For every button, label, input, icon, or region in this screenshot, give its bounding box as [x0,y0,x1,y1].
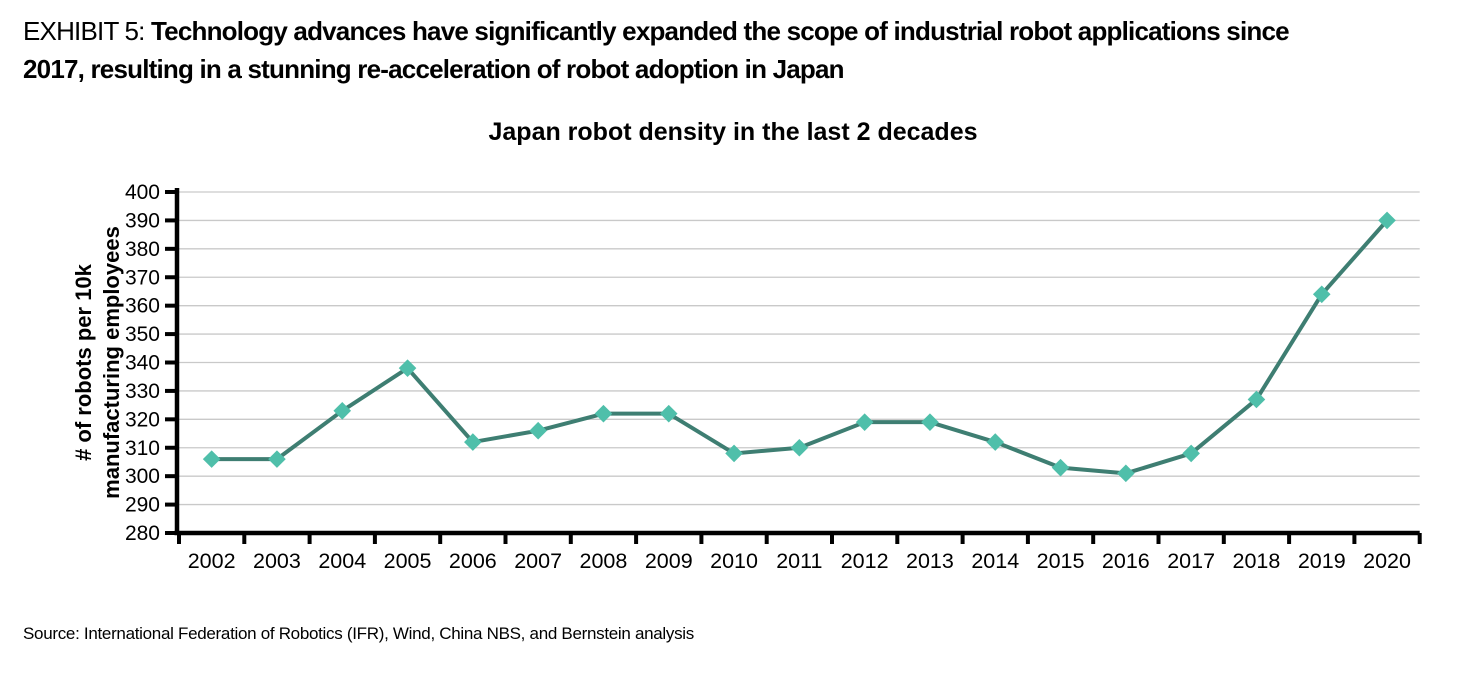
x-tick-label: 2008 [580,549,628,573]
data-point-2003 [268,450,286,468]
data-point-2007 [529,421,547,440]
x-tick-label: 2005 [384,549,432,573]
data-point-2005 [398,359,417,377]
y-tick-label: 350 [125,323,160,346]
y-tick-label: 360 [125,295,160,318]
y-tick-label: 340 [125,352,160,375]
data-point-2013 [921,413,939,431]
y-tick-label: 320 [125,408,160,431]
data-point-2011 [790,438,809,457]
x-tick-label: 2011 [776,549,822,573]
y-tick-label: 330 [125,380,160,403]
x-tick-label: 2010 [710,549,758,573]
data-point-2012 [855,413,874,431]
x-tick-label: 2006 [449,549,497,573]
series-line [209,218,1390,476]
x-tick-label: 2018 [1233,549,1281,573]
x-tick-label: 2016 [1102,549,1150,573]
data-point-2004 [333,402,352,420]
x-tick-label: 2003 [253,549,301,573]
data-point-2006 [464,433,482,451]
data-point-2010 [725,444,743,463]
x-tick-label: 2004 [318,549,366,573]
data-point-2015 [1051,458,1070,477]
y-axis-title-line1: # of robots per 10k [71,263,96,461]
y-axis-title-line2: manufacturing employees [99,226,124,499]
exhibit-label: EXHIBIT 5: [23,16,145,46]
x-tick-label: 2017 [1167,549,1215,573]
y-tick-label: 370 [125,266,160,289]
y-tick-label: 380 [125,238,160,261]
y-tick-label: 280 [125,522,160,545]
x-tick-label: 2019 [1298,549,1346,573]
x-tick-label: 2014 [971,549,1019,573]
source-note: Source: International Federation of Robo… [23,624,694,643]
exhibit-header: EXHIBIT 5: Technology advances have sign… [23,12,1447,88]
exhibit-title-line1: Technology advances have significantly e… [151,16,1290,46]
x-tick-label: 2007 [514,549,562,573]
line-chart: 280 290 300 310 320 330 340 350 360 370 380 390 400 2… [71,181,1422,573]
data-point-2008 [594,404,613,423]
x-tick-label: 2002 [188,549,236,573]
y-tick-label: 310 [125,437,160,460]
chart-canvas: 280 290 300 310 320 330 340 350 360 370 380 390 400 2… [0,160,1466,600]
y-tick-label: 400 [125,181,160,204]
exhibit-title-line2: 2017, resulting in a stunning re-acceler… [23,54,845,84]
data-point-2016 [1117,464,1135,483]
chart-title: Japan robot density in the last 2 decade… [488,118,978,146]
x-tick-label: 2015 [1037,549,1085,573]
data-point-2014 [986,433,1005,451]
x-tick-label: 2013 [906,549,954,573]
data-point-2019 [1312,285,1331,304]
y-tick-label: 290 [125,494,160,517]
data-point-2002 [202,450,221,468]
y-tick-label: 300 [125,465,160,488]
x-tick-label: 2012 [841,549,889,573]
data-point-2018 [1247,390,1266,409]
data-point-2017 [1182,444,1200,463]
x-tick-label: 2020 [1363,549,1411,573]
y-tick-label: 390 [125,209,160,232]
data-point-2009 [659,404,678,423]
x-tick-label: 2009 [645,549,693,573]
